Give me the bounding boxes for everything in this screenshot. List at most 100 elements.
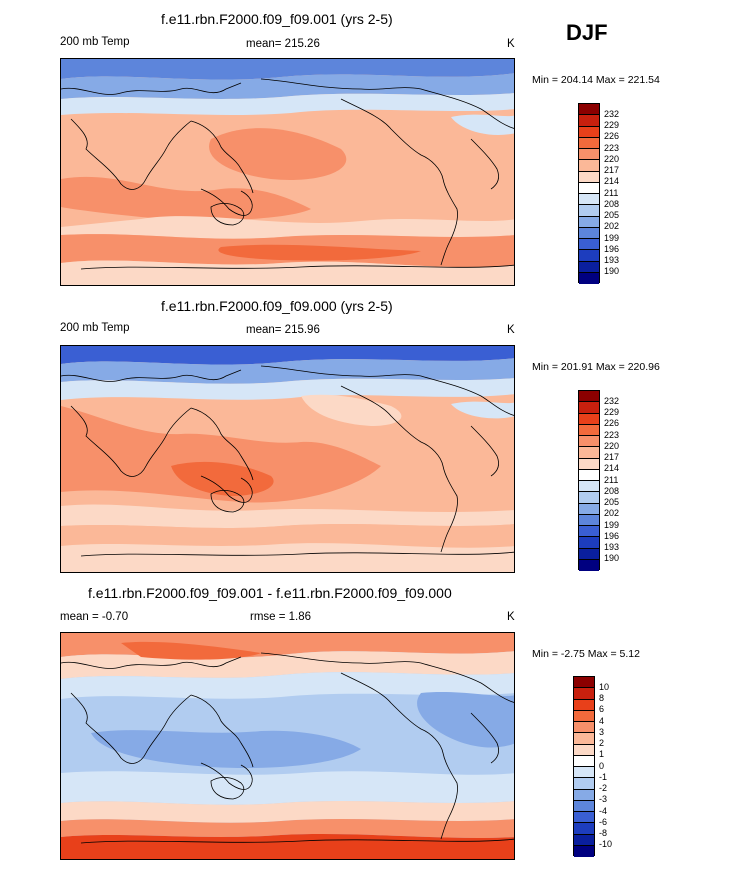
colorbar-tick-label: 199	[604, 232, 620, 243]
colorbar-swatch	[579, 469, 599, 481]
colorbar-swatch	[579, 503, 599, 515]
colorbar-swatch	[579, 194, 599, 206]
colorbar-swatch	[574, 699, 594, 711]
colorbar-swatch	[574, 688, 594, 700]
colorbar-swatch	[574, 778, 594, 790]
colorbar-tick-label: 202	[604, 221, 620, 232]
colorbar-tick-label: 220	[604, 153, 620, 164]
colorbar-tick-label: 232	[604, 108, 620, 119]
colorbar-swatch	[574, 767, 594, 779]
colorbar-swatch	[579, 239, 599, 251]
colorbar-swatch	[579, 149, 599, 161]
colorbar-tick-label: 208	[604, 198, 620, 209]
colorbar-tick-label: 208	[604, 485, 620, 496]
colorbar-swatch	[579, 402, 599, 414]
colorbar-tick-label: 4	[599, 715, 605, 726]
colorbar-tick-label: 8	[599, 693, 605, 703]
colorbar-swatch	[579, 537, 599, 549]
colorbar-swatch	[579, 171, 599, 183]
colorbar-tick-label: 3	[599, 726, 605, 737]
colorbar-tick-label: -2	[599, 783, 608, 793]
colorbar-tick-label: -4	[599, 805, 608, 816]
panel-1-mean: mean= 215.26	[246, 38, 320, 50]
colorbar-swatch	[579, 424, 599, 436]
colorbar-tick-label: 190	[604, 266, 620, 277]
colorbar-swatch	[574, 733, 594, 745]
colorbar-swatch	[579, 104, 599, 116]
colorbar-swatch	[579, 514, 599, 526]
panel-3-colorbar	[573, 676, 595, 857]
colorbar-swatch	[579, 391, 599, 403]
colorbar-tick-label: 196	[604, 243, 620, 254]
panel-1-colorbar	[578, 103, 600, 284]
colorbar-swatch	[579, 137, 599, 149]
colorbar-tick-label: 190	[604, 553, 620, 564]
panel-2-map	[60, 345, 515, 573]
colorbar-swatch	[579, 182, 599, 194]
colorbar-swatch	[579, 526, 599, 538]
colorbar-swatch	[579, 250, 599, 262]
panel-1-title: f.e11.rbn.F2000.f09_f09.001 (yrs 2-5)	[161, 11, 393, 27]
panel-1-units: K	[507, 38, 515, 50]
panel-1-map	[60, 58, 515, 286]
panel-2-variable: 200 mb Temp	[60, 322, 130, 334]
panel-1-variable: 200 mb Temp	[60, 36, 130, 48]
colorbar-tick-label: 214	[604, 176, 620, 187]
colorbar-swatch	[574, 755, 594, 767]
colorbar-swatch	[579, 261, 599, 273]
colorbar-swatch	[579, 559, 599, 571]
colorbar-tick-label: 6	[599, 704, 605, 715]
colorbar-tick-label: 229	[604, 120, 620, 130]
colorbar-swatch	[574, 677, 594, 689]
colorbar-tick-label: 193	[604, 542, 620, 552]
colorbar-tick-label: -1	[599, 771, 608, 782]
colorbar-swatch	[579, 205, 599, 217]
colorbar-tick-label: 205	[604, 210, 620, 220]
panel-3-units: K	[507, 611, 515, 623]
panel-3-rmse: rmse = 1.86	[250, 611, 312, 623]
colorbar-swatch	[579, 481, 599, 493]
colorbar-swatch	[579, 160, 599, 172]
colorbar-swatch	[574, 800, 594, 812]
colorbar-tick-label: 217	[604, 452, 620, 462]
colorbar-swatch	[574, 722, 594, 734]
panel-1-minmax: Min = 204.14 Max = 221.54	[532, 74, 660, 86]
colorbar-swatch	[574, 789, 594, 801]
colorbar-swatch	[579, 216, 599, 228]
colorbar-tick-label: -8	[599, 828, 608, 838]
colorbar-tick-label: -6	[599, 816, 608, 827]
season-label: DJF	[566, 20, 608, 45]
panel-3-minmax: Min = -2.75 Max = 5.12	[532, 648, 640, 660]
colorbar-tick-label: -3	[599, 794, 608, 805]
colorbar-swatch	[574, 744, 594, 756]
panel-2-units: K	[507, 324, 515, 336]
colorbar-swatch	[574, 834, 594, 846]
colorbar-tick-label: 10	[599, 681, 610, 692]
colorbar-tick-label: 0	[599, 760, 605, 771]
colorbar-tick-label: 199	[604, 519, 620, 530]
panel-2-mean: mean= 215.96	[246, 324, 320, 336]
colorbar-swatch	[579, 413, 599, 425]
colorbar-tick-label: 217	[604, 165, 620, 175]
colorbar-tick-label: 220	[604, 440, 620, 451]
panel-2-title: f.e11.rbn.F2000.f09_f09.000 (yrs 2-5)	[161, 298, 393, 314]
colorbar-tick-label: -10	[599, 839, 613, 850]
colorbar-swatch	[579, 436, 599, 448]
colorbar-swatch	[579, 272, 599, 284]
colorbar-tick-label: 229	[604, 407, 620, 417]
colorbar-tick-label: 1	[599, 749, 605, 760]
colorbar-tick-label: 211	[604, 187, 619, 198]
colorbar-tick-label: 196	[604, 530, 620, 541]
colorbar-tick-label: 214	[604, 463, 620, 474]
panel-2-minmax: Min = 201.91 Max = 220.96	[532, 361, 660, 373]
colorbar-tick-label: 2	[599, 738, 605, 748]
colorbar-swatch	[579, 548, 599, 560]
colorbar-swatch	[574, 823, 594, 835]
colorbar-tick-label: 223	[604, 142, 620, 153]
colorbar-tick-label: 193	[604, 255, 620, 265]
panel-3-map	[60, 632, 515, 860]
colorbar-tick-label: 226	[604, 131, 620, 142]
panel-3-title: f.e11.rbn.F2000.f09_f09.001 - f.e11.rbn.…	[88, 585, 452, 601]
panel-2-colorbar	[578, 390, 600, 571]
colorbar-swatch	[579, 447, 599, 459]
